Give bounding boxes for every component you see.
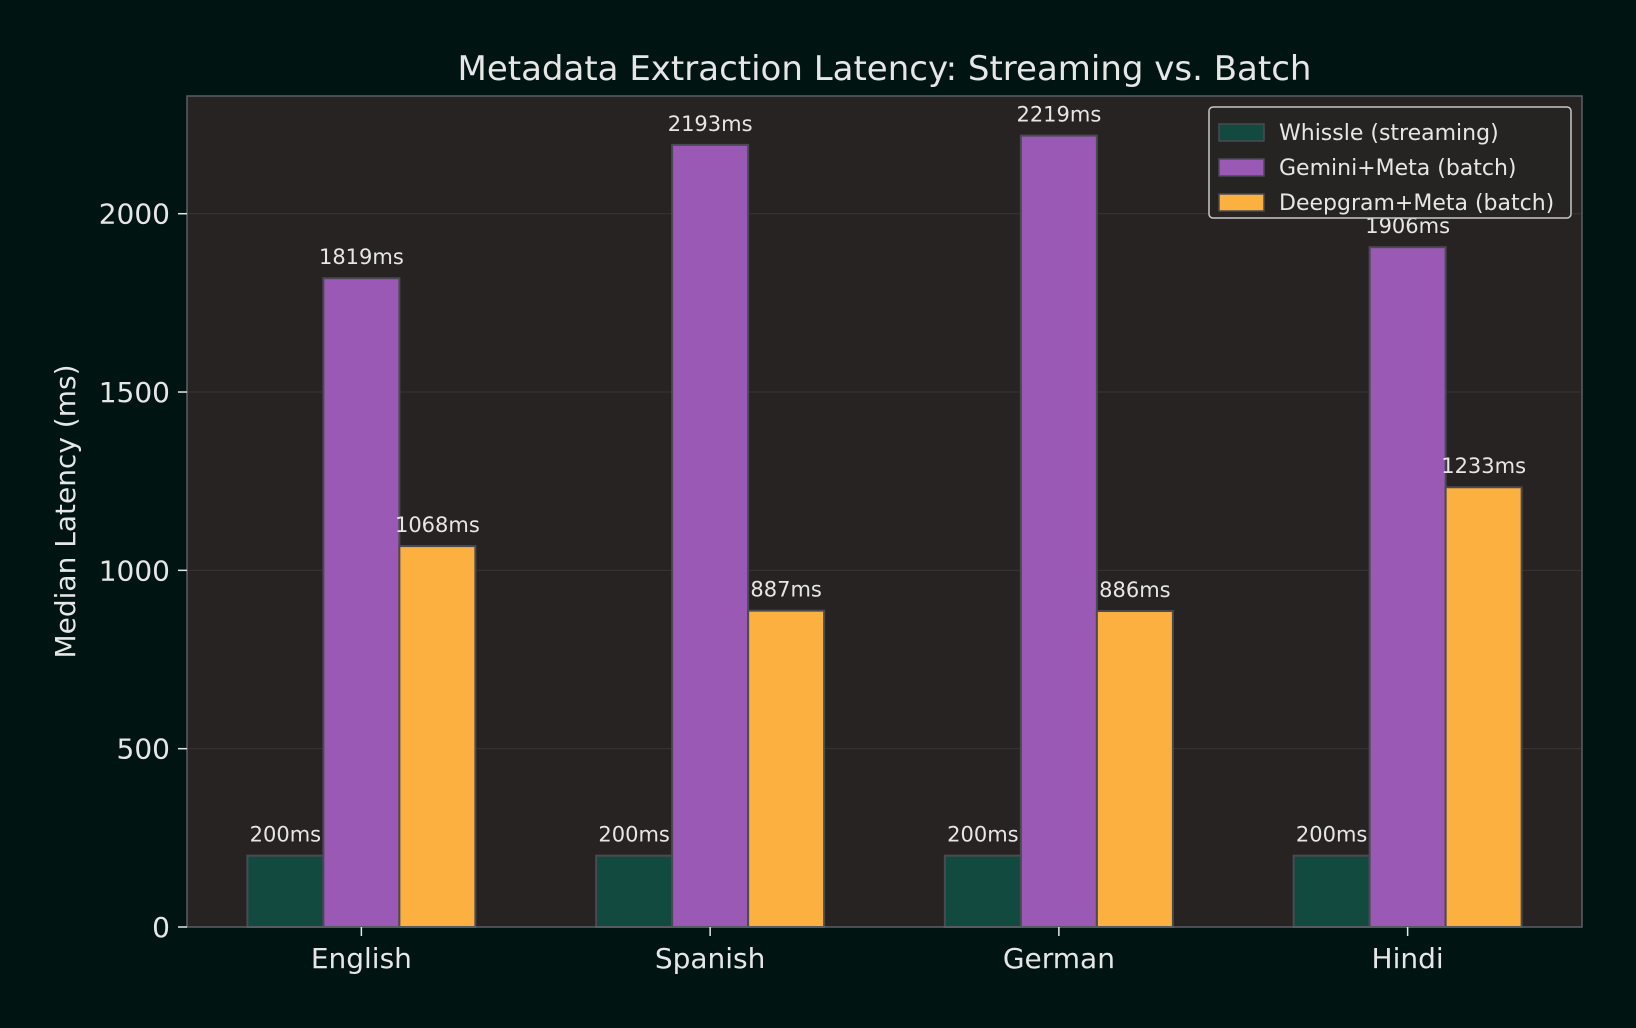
data-label-hindi-series-0: 200ms: [1296, 823, 1367, 847]
bar-hindi-series-2: [1444, 486, 1523, 928]
x-tick-label-spanish: Spanish: [655, 942, 766, 975]
x-tick-label-english: English: [311, 942, 412, 975]
chart-title: Metadata Extraction Latency: Streaming v…: [458, 49, 1312, 89]
legend-swatch-1: [1218, 158, 1265, 177]
bar-spanish-series-2: [747, 609, 826, 928]
plot-frame: [186, 95, 1583, 928]
x-tick-label-german: German: [1003, 942, 1115, 975]
bar-spanish-series-1: [671, 143, 750, 928]
y-tick-label-500: 500: [117, 733, 170, 766]
y-axis-label: Median Latency (ms): [49, 364, 82, 658]
data-label-spanish-series-2: 887ms: [750, 578, 821, 602]
y-tick-label-0: 0: [152, 911, 170, 944]
y-tick-label-1000: 1000: [99, 554, 170, 587]
data-label-english-series-0: 200ms: [250, 823, 321, 847]
x-tick-label-hindi: Hindi: [1372, 942, 1444, 975]
data-label-german-series-1: 2219ms: [1016, 103, 1101, 127]
legend-box: [1208, 106, 1572, 219]
bar-german-series-0: [943, 854, 1022, 929]
y-tick-label-1500: 1500: [99, 376, 170, 409]
bars: [246, 134, 1523, 929]
bar-hindi-series-1: [1368, 246, 1447, 929]
bar-spanish-series-0: [595, 854, 674, 929]
bar-english-series-1: [322, 277, 401, 929]
y-tick-label-2000: 2000: [99, 198, 170, 231]
bar-english-series-2: [398, 545, 477, 928]
data-label-german-series-0: 200ms: [947, 823, 1018, 847]
bar-hindi-series-0: [1292, 854, 1371, 929]
legend-label-0: Whissle (streaming): [1279, 121, 1499, 146]
data-label-english-series-2: 1068ms: [395, 513, 480, 537]
bar-german-series-1: [1019, 134, 1098, 928]
data-label-hindi-series-2: 1233ms: [1441, 454, 1526, 478]
legend-label-1: Gemini+Meta (batch): [1279, 156, 1517, 181]
data-label-english-series-1: 1819ms: [319, 245, 404, 269]
legend-label-2: Deepgram+Meta (batch): [1279, 191, 1554, 216]
legend: Whissle (streaming) Gemini+Meta (batch) De…: [1208, 106, 1572, 219]
data-labels: 200ms 1819ms 1068ms 200ms 2193ms 887ms 200ms 22…: [250, 103, 1526, 847]
legend-swatch-0: [1218, 123, 1265, 142]
axes: 0 500 1000 1500 2000 English Spanish German Hind…: [99, 198, 1444, 975]
data-label-spanish-series-0: 200ms: [598, 823, 669, 847]
legend-swatch-2: [1218, 193, 1265, 212]
bar-german-series-2: [1095, 610, 1174, 928]
data-label-german-series-2: 886ms: [1099, 578, 1170, 602]
bar-english-series-0: [246, 854, 325, 929]
data-label-spanish-series-1: 2193ms: [668, 112, 753, 136]
